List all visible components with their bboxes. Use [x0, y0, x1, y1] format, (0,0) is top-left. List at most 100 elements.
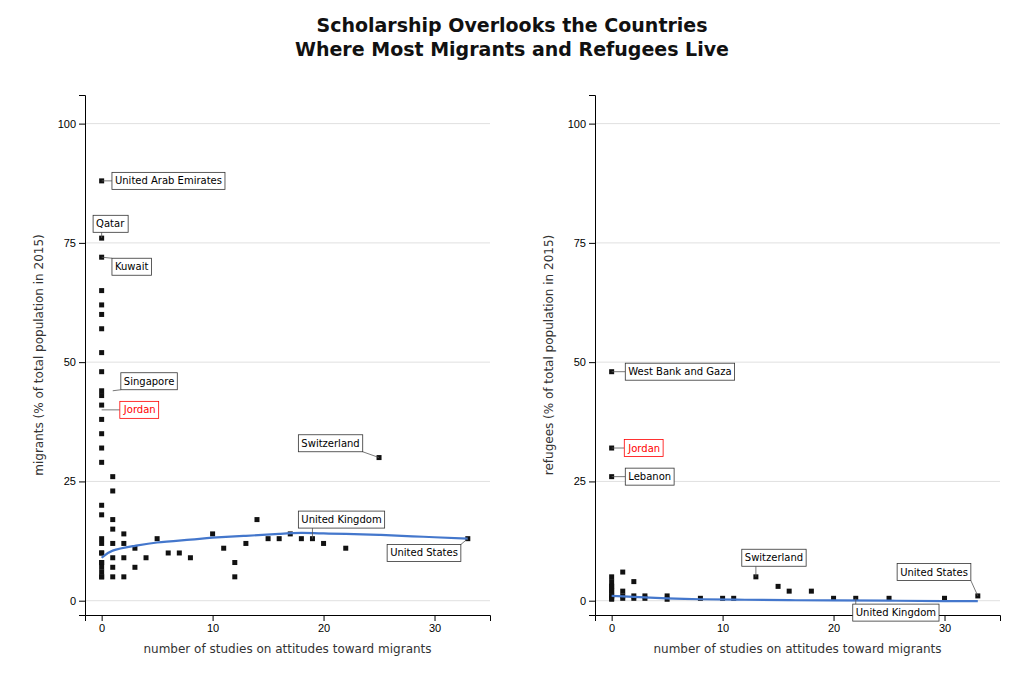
- point: [99, 460, 104, 465]
- tick-mark: [945, 615, 946, 621]
- point: [232, 574, 237, 579]
- point: [99, 446, 104, 451]
- tick-label: 10: [717, 622, 729, 634]
- tick-label: 0: [580, 595, 586, 607]
- point: [620, 589, 625, 594]
- annotations: West Bank and GazaJordanLebanonSwitzerla…: [612, 363, 978, 621]
- annotation-leader: [971, 581, 978, 596]
- point: [243, 541, 248, 546]
- point: [99, 574, 104, 579]
- point: [155, 536, 160, 541]
- tick-label: 75: [574, 237, 586, 249]
- point: [99, 393, 104, 398]
- x-axis: 0102030: [596, 615, 1001, 634]
- point: [609, 584, 614, 589]
- tick-label: 0: [609, 622, 615, 634]
- grid-line: [595, 362, 1000, 363]
- tick-mark: [589, 362, 595, 363]
- panel: 01020300255075100number of studies on at…: [542, 96, 1001, 657]
- marks: [609, 369, 980, 602]
- tick-label: 0: [99, 622, 105, 634]
- point: [110, 527, 115, 532]
- grid-line: [85, 600, 490, 601]
- annotation-text: West Bank and Gaza: [628, 366, 731, 377]
- annotation-text: Switzerland: [301, 438, 359, 449]
- point: [299, 536, 304, 541]
- tick-mark: [589, 243, 595, 244]
- tick: 0: [609, 615, 615, 634]
- tick-label: 10: [207, 622, 219, 634]
- tick: 10: [717, 615, 729, 634]
- panel: 01020300255075100number of studies on at…: [32, 96, 491, 657]
- tick-mark: [589, 124, 595, 125]
- point: [99, 431, 104, 436]
- annotation-box: [121, 373, 177, 390]
- tick: 0: [99, 615, 105, 634]
- point: [121, 541, 126, 546]
- tick: 10: [207, 615, 219, 634]
- annotation-text: United Kingdom: [301, 514, 381, 525]
- chart-root: Scholarship Overlooks the CountriesWhere…: [0, 0, 1024, 698]
- annotation-box: [298, 435, 362, 452]
- grid-line: [595, 242, 1000, 243]
- tick: 0: [580, 595, 595, 607]
- annotation: Qatar: [93, 215, 128, 238]
- tick-mark: [213, 615, 214, 621]
- grid-line: [85, 123, 490, 124]
- tick-label: 20: [318, 622, 330, 634]
- tick-label: 25: [574, 475, 586, 487]
- grid-line: [85, 481, 490, 482]
- annotation-leader: [101, 232, 102, 238]
- tick-mark: [612, 615, 613, 621]
- tick: 20: [828, 615, 840, 634]
- point: [609, 584, 614, 589]
- y-axis: 0255075100: [568, 96, 596, 616]
- tick: 30: [429, 615, 441, 634]
- point: [277, 536, 282, 541]
- axis-line: [589, 96, 596, 616]
- annotation-leader: [612, 476, 626, 477]
- tick-mark: [102, 615, 103, 621]
- tick-mark: [79, 601, 85, 602]
- point: [99, 512, 104, 517]
- annotation: United Kingdom: [853, 598, 939, 621]
- axis-line: [86, 616, 491, 622]
- trend-line: [612, 596, 978, 601]
- annotations: United Arab EmiratesQatarKuwaitSingapore…: [93, 172, 468, 561]
- tick-mark: [435, 615, 436, 621]
- annotation-text: United Kingdom: [856, 607, 936, 618]
- annotation: United Arab Emirates: [102, 172, 225, 189]
- annotation-leader: [312, 528, 313, 539]
- title: Where Most Migrants and Refugees Live: [295, 38, 729, 60]
- tick: 25: [574, 475, 595, 487]
- annotation-box: [112, 172, 225, 189]
- point: [787, 589, 792, 594]
- tick: 0: [70, 595, 85, 607]
- point: [99, 541, 104, 546]
- axis-line: [596, 616, 1001, 622]
- point: [343, 546, 348, 551]
- tick: 75: [64, 237, 85, 249]
- tick: 50: [64, 356, 85, 368]
- x-axis-label: number of studies on attitudes toward mi…: [143, 642, 431, 656]
- annotation-box: [625, 468, 674, 485]
- tick: 100: [568, 118, 595, 130]
- point: [110, 517, 115, 522]
- point: [609, 589, 614, 594]
- annotation-text: United Arab Emirates: [115, 175, 222, 186]
- annotation: United Kingdom: [298, 511, 384, 539]
- tick: 25: [64, 475, 85, 487]
- annotation-leader: [363, 452, 379, 458]
- x-axis-label: number of studies on attitudes toward mi…: [653, 642, 941, 656]
- point: [166, 550, 171, 555]
- annotation-text: United States: [900, 567, 968, 578]
- point: [132, 565, 137, 570]
- point: [99, 565, 104, 570]
- annotation-leader: [755, 566, 756, 577]
- annotation-text: Jordan: [123, 404, 156, 415]
- point: [110, 474, 115, 479]
- point: [321, 541, 326, 546]
- annotation-box: [298, 511, 384, 528]
- point: [809, 589, 814, 594]
- annotation: Switzerland: [298, 435, 379, 458]
